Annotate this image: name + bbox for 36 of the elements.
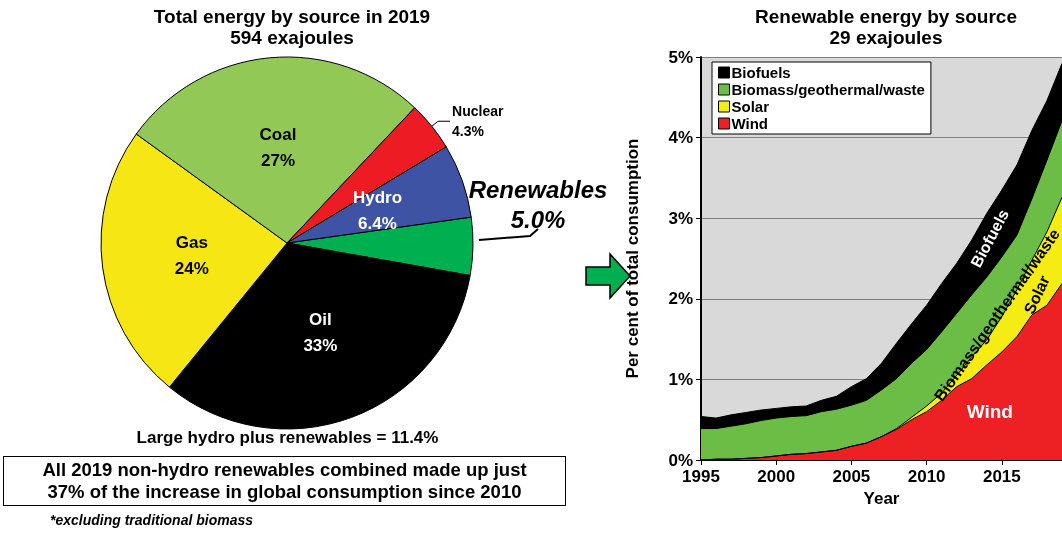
text: *excluding traditional biomass [50,512,254,529]
slice-label: Gas [175,232,208,252]
legend-label: Solar [731,98,770,115]
data-label: 5.0% [510,205,566,233]
slice-label: Renewables [468,175,608,203]
y-tick-label: 0% [668,450,693,470]
chart-title: Renewable energy by source [755,6,1017,27]
text: Large hydro plus renewables = 11.4% [135,428,440,449]
y-tick-label: 1% [668,369,693,389]
y-axis-title: Per cent of total consumption [623,138,642,379]
data-label: 24% [174,258,209,278]
x-axis-title: Year [863,489,900,508]
x-tick-label: 2015 [982,467,1021,486]
annotation: Wind [966,401,1013,423]
data-label: 6.4% [358,214,397,234]
chart-subtitle: 29 exajoules [829,27,943,48]
x-tick-label: 1995 [682,467,720,486]
chart-subtitle: 594 exajoules [230,27,354,48]
text: All 2019 non-hydro renewables combined made up just 37% of the increase in global consumption since 2010 [3,456,566,507]
slice-label: Oil [309,310,332,330]
data-label: 27% [260,150,296,170]
y-tick-label: 2% [668,289,693,309]
y-tick-label: 5% [668,47,693,67]
y-tick-label: 3% [668,208,693,228]
data-label: 33% [303,336,338,356]
legend-label: Wind [731,115,769,132]
legend-label: Biomass/geothermal/waste [731,81,925,98]
x-tick-label: 2005 [832,467,871,486]
x-tick-label: 2010 [907,467,946,486]
slice-label: Nuclear [452,103,504,120]
slice-label: Coal [259,124,297,144]
legend-label: Biofuels [731,64,791,81]
chart-title: Total energy by source in 2019 [153,6,431,27]
y-tick-label: 4% [668,128,693,148]
x-tick-label: 2000 [757,467,796,486]
data-label: 4.3% [452,123,485,140]
